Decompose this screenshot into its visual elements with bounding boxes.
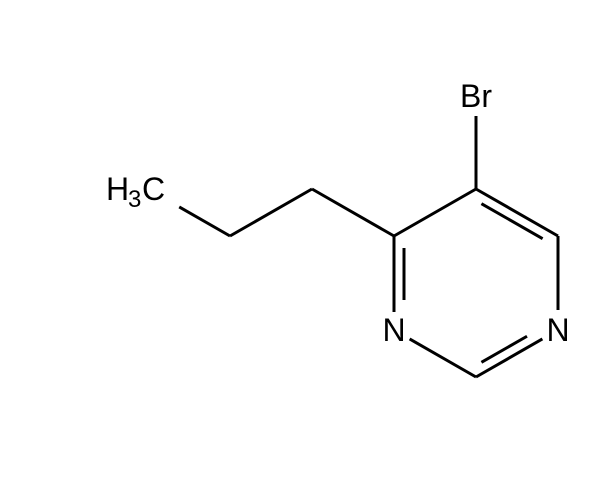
molecule-diagram: Br N N H3C	[0, 0, 600, 501]
bond	[394, 189, 476, 236]
atom-label: H	[106, 171, 129, 207]
atom-label: C	[142, 171, 165, 207]
atom-subscript: 3	[128, 186, 141, 213]
bond	[410, 339, 476, 377]
atom-label: N	[546, 312, 569, 348]
bond	[312, 189, 394, 236]
bond	[179, 207, 230, 236]
atom-label: N	[382, 312, 405, 348]
bond	[476, 339, 542, 377]
bond	[481, 336, 527, 362]
atom-label: Br	[460, 78, 492, 114]
bond	[476, 189, 558, 236]
bond	[230, 189, 312, 236]
